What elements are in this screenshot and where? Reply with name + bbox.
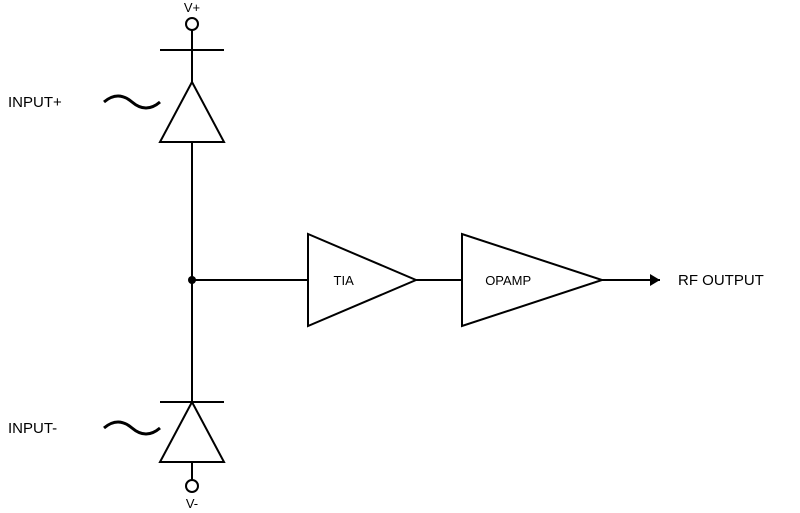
output-arrowhead [650,274,660,286]
amplifier-tia [308,234,416,326]
light-wave-icon-bottom [104,422,160,434]
input-plus-label: INPUT+ [8,94,62,111]
amp-opamp-label: OPAMP [485,273,531,288]
input-minus-label: INPUT- [8,420,57,437]
v-plus-label: V+ [184,0,200,15]
photodiode-bottom [160,402,224,462]
v-minus-terminal [186,480,198,492]
amplifier-opamp [462,234,602,326]
v-minus-label: V- [186,496,198,511]
amp-tia-label: TIA [334,273,355,288]
v-plus-terminal [186,18,198,30]
circuit-diagram: V+ V- TIA OPAMP RF OUTPUT INPUT+ INPUT- [0,0,800,513]
photodiode-top [160,82,224,142]
light-wave-icon-top [104,96,160,108]
rf-output-label: RF OUTPUT [678,272,764,289]
